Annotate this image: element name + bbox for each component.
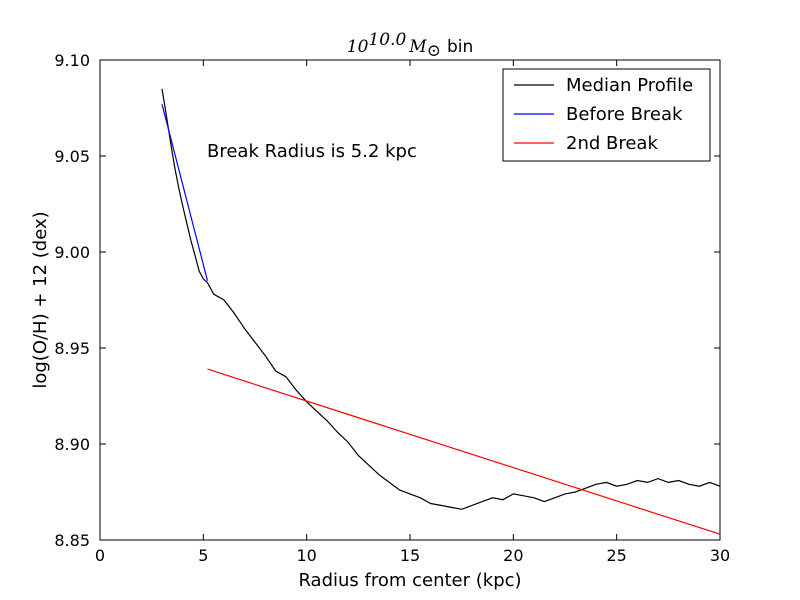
title-symbol: M [408,37,427,57]
x-tick-label: 10 [296,546,316,565]
chart-title: 1010.0 M⊙ bin [347,30,473,61]
title-base: 10 [347,37,369,57]
legend-label-2nd-break: 2nd Break [566,133,658,154]
legend-label-before-break: Before Break [566,104,683,125]
y-tick-label: 9.05 [54,147,90,166]
series-layer [161,88,721,535]
x-tick-label: 0 [95,546,105,565]
y-tick-label: 9.00 [54,243,90,262]
y-tick-label: 8.90 [54,435,90,454]
y-tick-label: 8.85 [54,531,90,550]
x-tick-label: 20 [503,546,523,565]
break-radius-annotation: Break Radius is 5.2 kpc [207,141,417,162]
x-tick-label: 5 [198,546,208,565]
series-line-2nd-break [207,368,721,535]
series-line-before-break [161,104,209,281]
y-axis-title: log(O/H) + 12 (dex) [30,211,51,388]
legend-label-median-profile: Median Profile [566,75,693,96]
title-exponent: 10.0 [368,30,406,50]
series-line-median-profile [161,88,721,510]
y-tick-label: 8.95 [54,339,90,358]
legend-box [502,68,711,162]
ticks-layer: 0 5 10 15 20 25 30 8.85 8.90 8.95 9.00 9.05 9.10 [54,51,730,565]
x-tick-label: 15 [400,546,420,565]
x-tick-label: 30 [710,546,730,565]
title-subscript: ⊙ [427,41,441,61]
legend: Median Profile Before Break 2nd Break [502,68,711,162]
x-axis-title: Radius from center (kpc) [298,570,521,591]
x-tick-label: 25 [606,546,626,565]
title-suffix: bin [447,37,473,57]
y-tick-label: 9.10 [54,51,90,70]
